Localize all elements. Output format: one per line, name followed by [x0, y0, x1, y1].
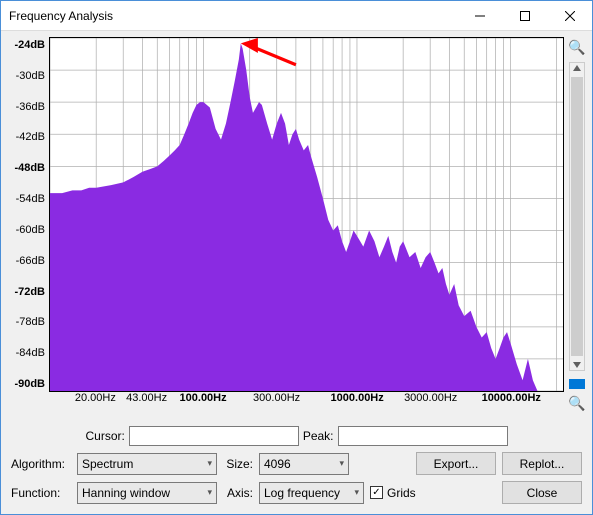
y-tick-label: -24dB [7, 39, 45, 51]
zoom-out-icon[interactable]: 🔍 [568, 395, 585, 412]
grids-checkbox[interactable]: ✓ Grids [370, 486, 416, 500]
window-title: Frequency Analysis [9, 9, 457, 23]
vertical-scrollbar[interactable] [569, 62, 585, 371]
x-tick-label: 100.00Hz [180, 392, 227, 404]
chart-area: -24dB -30dB -36dB -42dB -48dB -54dB -60dB -66dB… [7, 37, 564, 392]
y-tick-label: -36dB [7, 101, 45, 113]
window-controls [457, 1, 592, 30]
y-tick-label: -30dB [7, 70, 45, 82]
peak-label: Peak: [303, 429, 334, 443]
size-select[interactable]: 4096 ▾ [259, 453, 349, 475]
y-axis-labels: -24dB -30dB -36dB -42dB -48dB -54dB -60dB -66dB… [7, 37, 49, 392]
chevron-down-icon: ▾ [354, 487, 359, 498]
peak-value [338, 426, 508, 446]
y-tick-label: -84dB [7, 347, 45, 359]
zoom-in-icon[interactable]: 🔍 [568, 39, 585, 56]
y-tick-label: -78dB [7, 316, 45, 328]
function-value: Hanning window [82, 486, 170, 500]
close-button[interactable]: Close [502, 481, 582, 504]
chart-wrap: -24dB -30dB -36dB -42dB -48dB -54dB -60dB -66dB… [7, 37, 564, 412]
titlebar[interactable]: Frequency Analysis [1, 1, 592, 31]
x-axis-labels: 20.00Hz 43.00Hz 100.00Hz 300.00Hz 1000.00Hz 3… [7, 392, 564, 412]
x-tick-label: 3000.00Hz [404, 392, 457, 404]
algorithm-value: Spectrum [82, 457, 133, 471]
minimize-button[interactable] [457, 1, 502, 30]
y-tick-label: -90dB [7, 378, 45, 390]
range-marker[interactable] [569, 379, 585, 389]
replot-button[interactable]: Replot... [502, 452, 582, 475]
cursor-label: Cursor: [85, 429, 124, 443]
function-select[interactable]: Hanning window ▾ [77, 482, 217, 504]
x-tick-label: 300.00Hz [253, 392, 300, 404]
axis-label: Axis: [223, 486, 253, 500]
size-label: Size: [223, 457, 253, 471]
y-tick-label: -66dB [7, 255, 45, 267]
content-area: -24dB -30dB -36dB -42dB -48dB -54dB -60dB -66dB… [1, 31, 592, 418]
y-tick-label: -48dB [7, 162, 45, 174]
y-tick-label: -60dB [7, 224, 45, 236]
side-tools: 🔍 🔍 [566, 37, 588, 412]
y-tick-label: -54dB [7, 193, 45, 205]
x-tick-label: 43.00Hz [126, 392, 167, 404]
chevron-down-icon: ▾ [339, 458, 344, 469]
algorithm-label: Algorithm: [11, 457, 71, 471]
function-label: Function: [11, 486, 71, 500]
axis-select[interactable]: Log frequency ▾ [259, 482, 364, 504]
x-tick-label: 20.00Hz [75, 392, 116, 404]
frequency-analysis-window: Frequency Analysis -24dB-30dB-36dB-42dB-… [0, 0, 593, 515]
x-tick-label: 10000.00Hz [482, 392, 541, 404]
controls-panel: Cursor: Peak: Algorithm: Spectrum ▾ Size:… [1, 418, 592, 514]
size-value: 4096 [264, 457, 291, 471]
scroll-thumb[interactable] [571, 77, 583, 356]
maximize-button[interactable] [502, 1, 547, 30]
spectrum-plot [50, 38, 563, 391]
x-tick-label: 1000.00Hz [331, 392, 384, 404]
y-tick-label: -42dB [7, 131, 45, 143]
grids-label: Grids [387, 486, 416, 500]
checkbox-icon: ✓ [370, 486, 383, 499]
chevron-down-icon: ▾ [207, 487, 212, 498]
y-tick-label: -72dB [7, 286, 45, 298]
close-window-button[interactable] [547, 1, 592, 30]
plot-box[interactable] [49, 37, 564, 392]
export-button[interactable]: Export... [416, 452, 496, 475]
chevron-down-icon: ▾ [207, 458, 212, 469]
algorithm-select[interactable]: Spectrum ▾ [77, 453, 217, 475]
cursor-value [129, 426, 299, 446]
axis-value: Log frequency [264, 486, 340, 500]
